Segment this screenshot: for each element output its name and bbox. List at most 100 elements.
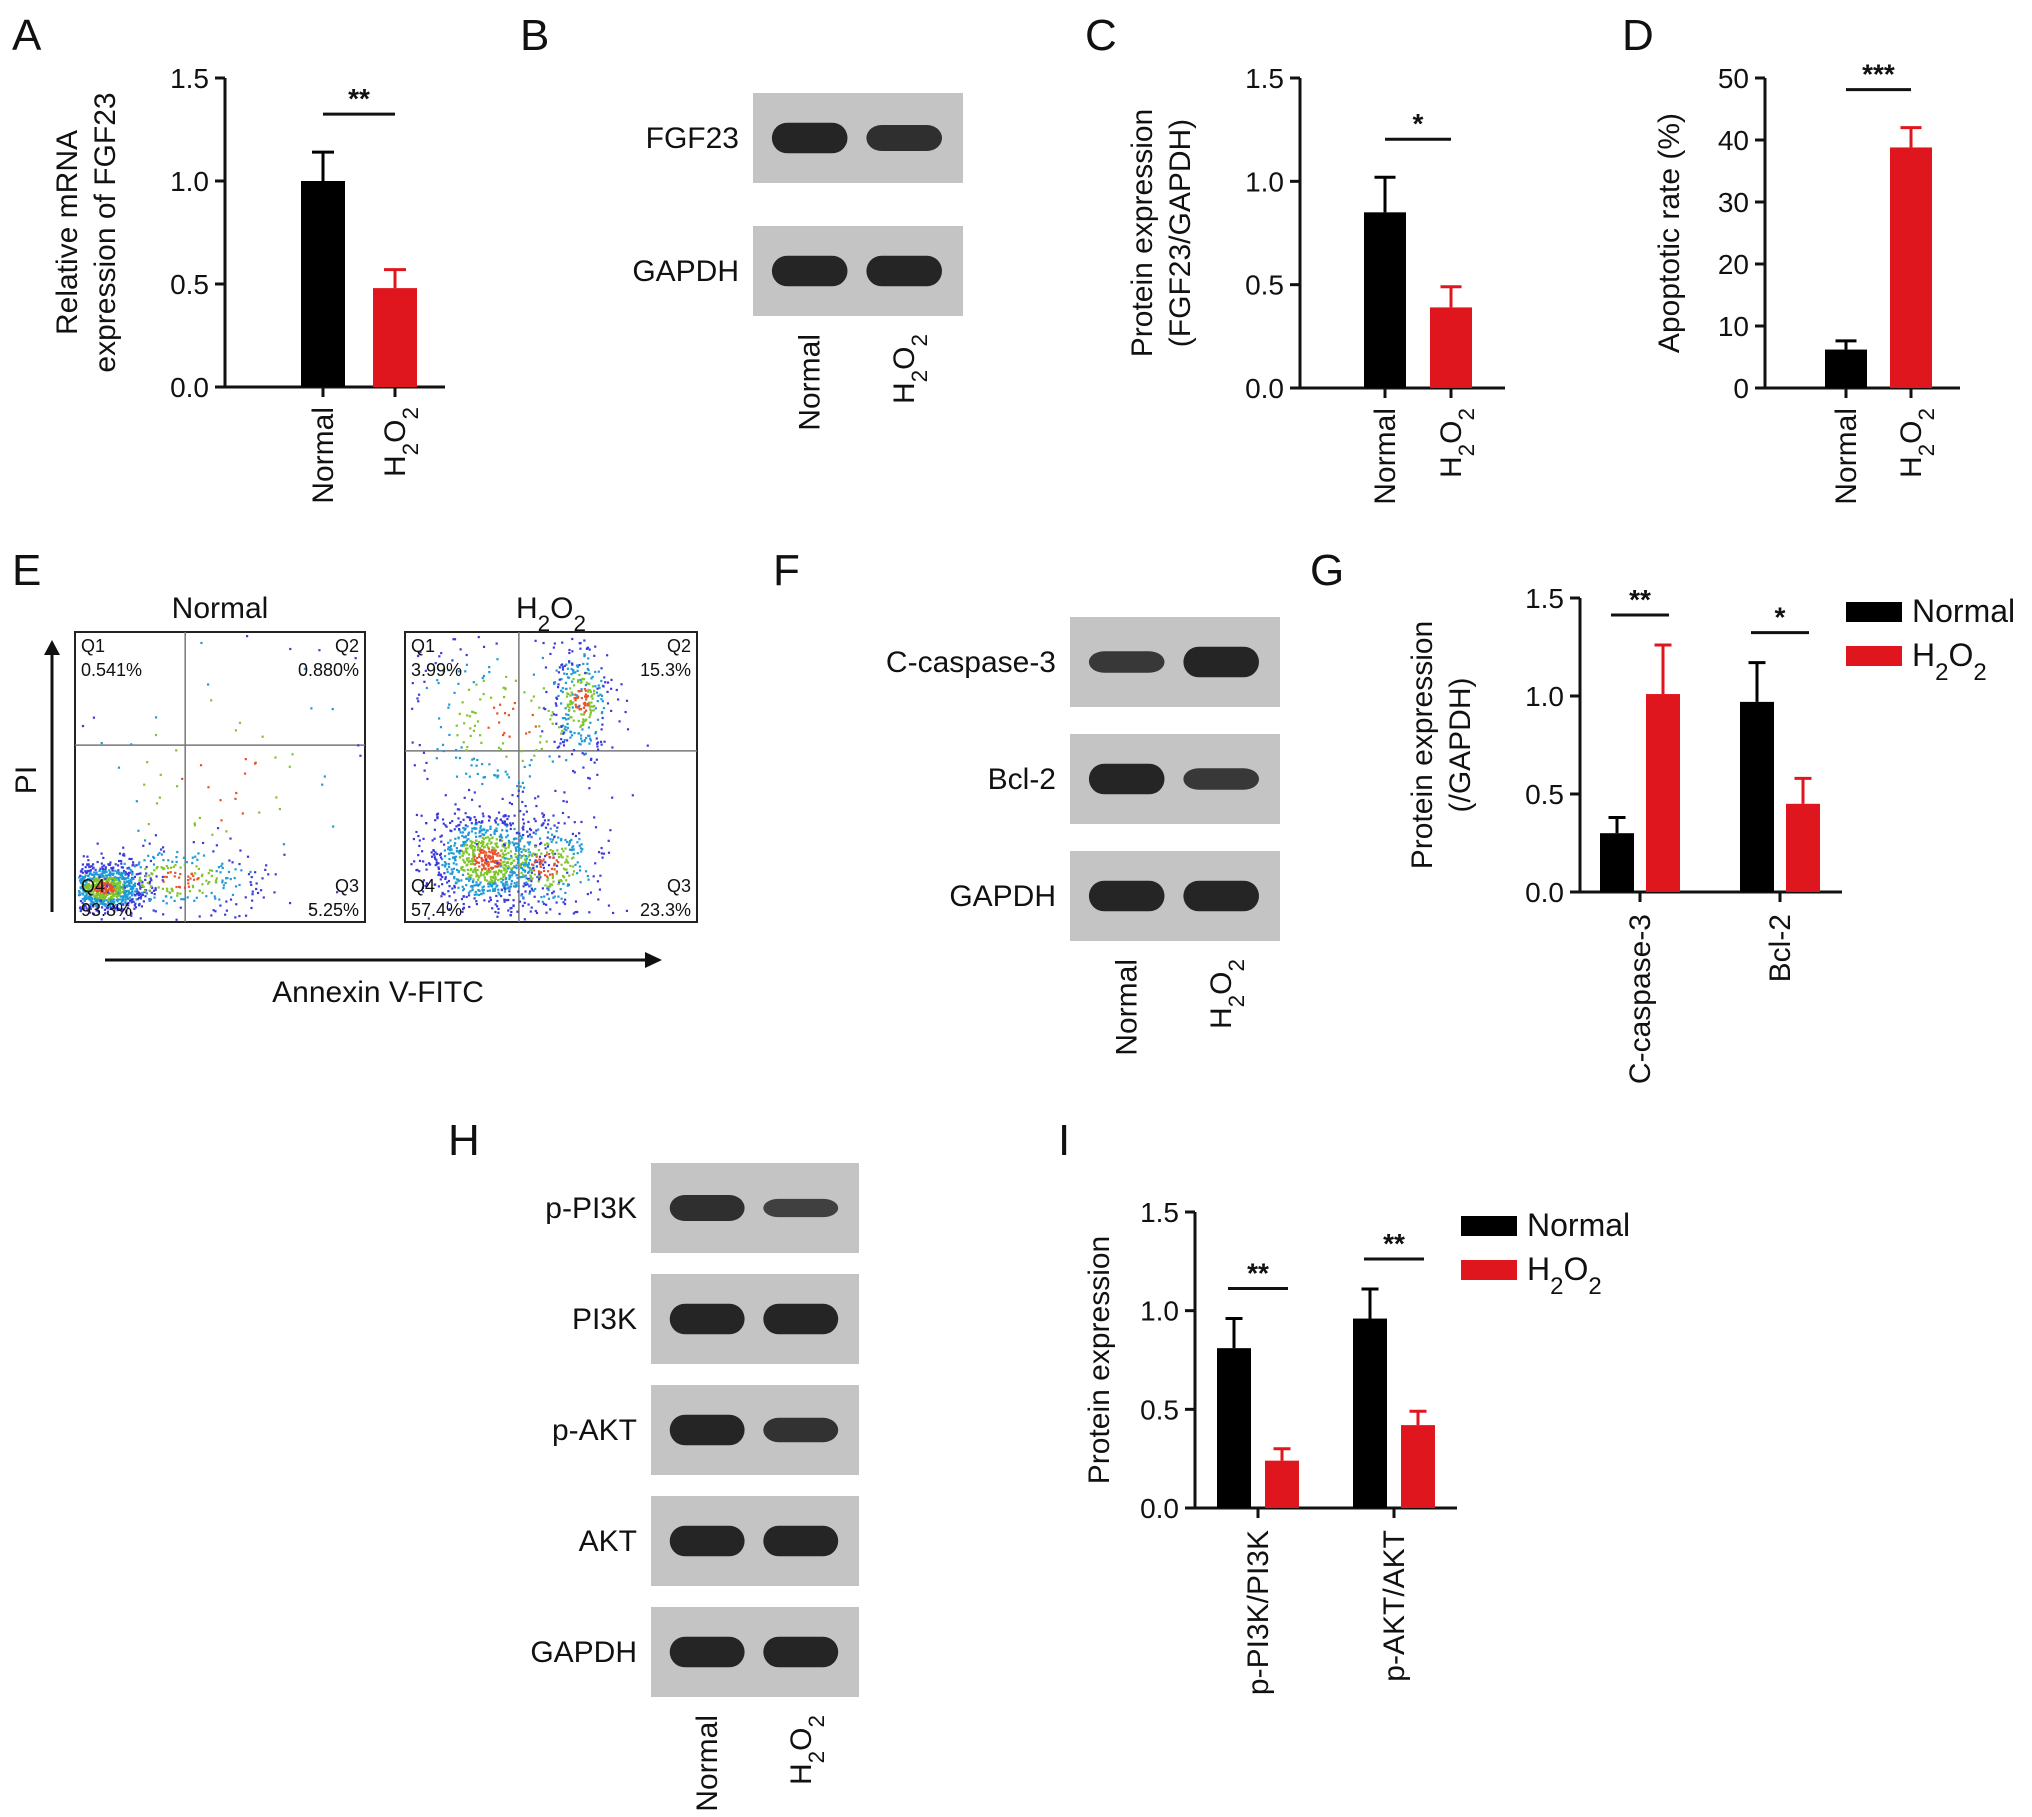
flow-event-dot	[483, 776, 485, 778]
flow-event-dot	[222, 887, 224, 889]
flow-event-dot	[481, 821, 483, 823]
blot-row-label: C-caspase-3	[886, 646, 1056, 679]
flow-event-dot	[438, 872, 440, 874]
flow-event-dot	[563, 868, 565, 870]
flow-event-dot	[531, 878, 533, 880]
flow-event-dot	[530, 759, 532, 761]
flow-event-dot	[138, 861, 140, 863]
blot-band	[670, 1526, 745, 1557]
flow-event-dot	[124, 863, 126, 865]
flow-event-dot	[493, 831, 495, 833]
flow-event-dot	[513, 828, 515, 830]
flow-event-dot	[436, 861, 438, 863]
flow-event-dot	[129, 885, 131, 887]
flow-event-dot	[569, 687, 571, 689]
flow-event-dot	[235, 903, 237, 905]
label-part: 2	[1224, 995, 1249, 1008]
y-axis-label: Protein expression	[1406, 621, 1439, 869]
flow-event-dot	[130, 869, 132, 871]
flow-event-dot	[118, 767, 120, 769]
flow-event-dot	[291, 753, 293, 755]
flow-event-dot	[560, 702, 562, 704]
flow-event-dot	[572, 706, 574, 708]
flow-event-dot	[596, 688, 598, 690]
blot-row-label: FGF23	[646, 122, 739, 155]
flow-event-dot	[618, 720, 620, 722]
flow-event-dot	[542, 887, 544, 889]
flow-event-dot	[146, 892, 148, 894]
flow-event-dot	[143, 886, 145, 888]
flow-event-dot	[245, 896, 247, 898]
flow-event-dot	[418, 870, 420, 872]
flow-event-dot	[447, 871, 449, 873]
flow-event-dot	[567, 704, 569, 706]
flow-event-dot	[508, 815, 510, 817]
flow-event-dot	[235, 729, 237, 731]
flow-event-dot	[507, 852, 509, 854]
flow-event-dot	[502, 734, 504, 736]
flow-event-dot	[434, 858, 436, 860]
flow-event-dot	[530, 880, 532, 882]
flow-event-dot	[570, 839, 572, 841]
panel-label-d: D	[1622, 11, 1654, 60]
flow-event-dot	[108, 879, 110, 881]
flow-event-dot	[493, 774, 495, 776]
flow-event-dot	[252, 891, 254, 893]
flow-event-dot	[109, 861, 111, 863]
flow-event-dot	[546, 875, 548, 877]
flow-event-dot	[468, 689, 470, 691]
flow-event-dot	[496, 642, 498, 644]
flow-event-dot	[510, 863, 512, 865]
flow-event-dot	[511, 869, 513, 871]
flow-event-dot	[444, 855, 446, 857]
flow-event-dot	[131, 873, 133, 875]
quadrant-percent: 0.541%	[81, 660, 142, 680]
flow-event-dot	[514, 872, 516, 874]
panel-label-g: G	[1310, 546, 1344, 595]
flow-event-dot	[518, 790, 520, 792]
flow-event-dot	[565, 879, 567, 881]
flow-event-dot	[566, 841, 568, 843]
flow-event-dot	[461, 845, 463, 847]
blot-band	[763, 1304, 838, 1335]
label-part: H	[1912, 637, 1935, 673]
flow-event-dot	[310, 707, 312, 709]
flow-event-dot	[490, 697, 492, 699]
flow-event-dot	[598, 684, 600, 686]
flow-event-dot	[153, 896, 155, 898]
flow-event-dot	[497, 879, 499, 881]
flow-event-dot	[116, 882, 118, 884]
y-axis-label: Protein expression	[1083, 1236, 1116, 1484]
flow-event-dot	[565, 688, 567, 690]
flow-event-dot	[101, 742, 103, 744]
flow-event-dot	[460, 831, 462, 833]
flow-event-dot	[193, 900, 195, 902]
flow-event-dot	[140, 897, 142, 899]
flow-event-dot	[457, 836, 459, 838]
flow-event-dot	[125, 894, 127, 896]
flow-event-dot	[560, 738, 562, 740]
flow-event-dot	[563, 791, 565, 793]
flow-event-dot	[566, 692, 568, 694]
flow-event-dot	[161, 853, 163, 855]
flow-event-dot	[583, 653, 585, 655]
flow-event-dot	[516, 832, 518, 834]
flow-event-dot	[467, 825, 469, 827]
flow-event-dot	[577, 852, 579, 854]
flow-event-dot	[197, 877, 199, 879]
western-blot-f: C-caspase-3Bcl-2GAPDHNormal H2O2	[886, 617, 1280, 1056]
flow-event-dot	[517, 795, 519, 797]
flow-event-dot	[462, 874, 464, 876]
flow-event-dot	[517, 846, 519, 848]
h2o2-bar	[1430, 307, 1472, 388]
flow-event-dot	[491, 837, 493, 839]
flow-event-dot	[453, 868, 455, 870]
flow-event-dot	[494, 890, 496, 892]
flow-event-dot	[472, 870, 474, 872]
flow-event-dot	[437, 813, 439, 815]
flow-event-dot	[413, 838, 415, 840]
flow-event-dot	[132, 861, 134, 863]
flow-event-dot	[510, 828, 512, 830]
flow-event-dot	[496, 862, 498, 864]
